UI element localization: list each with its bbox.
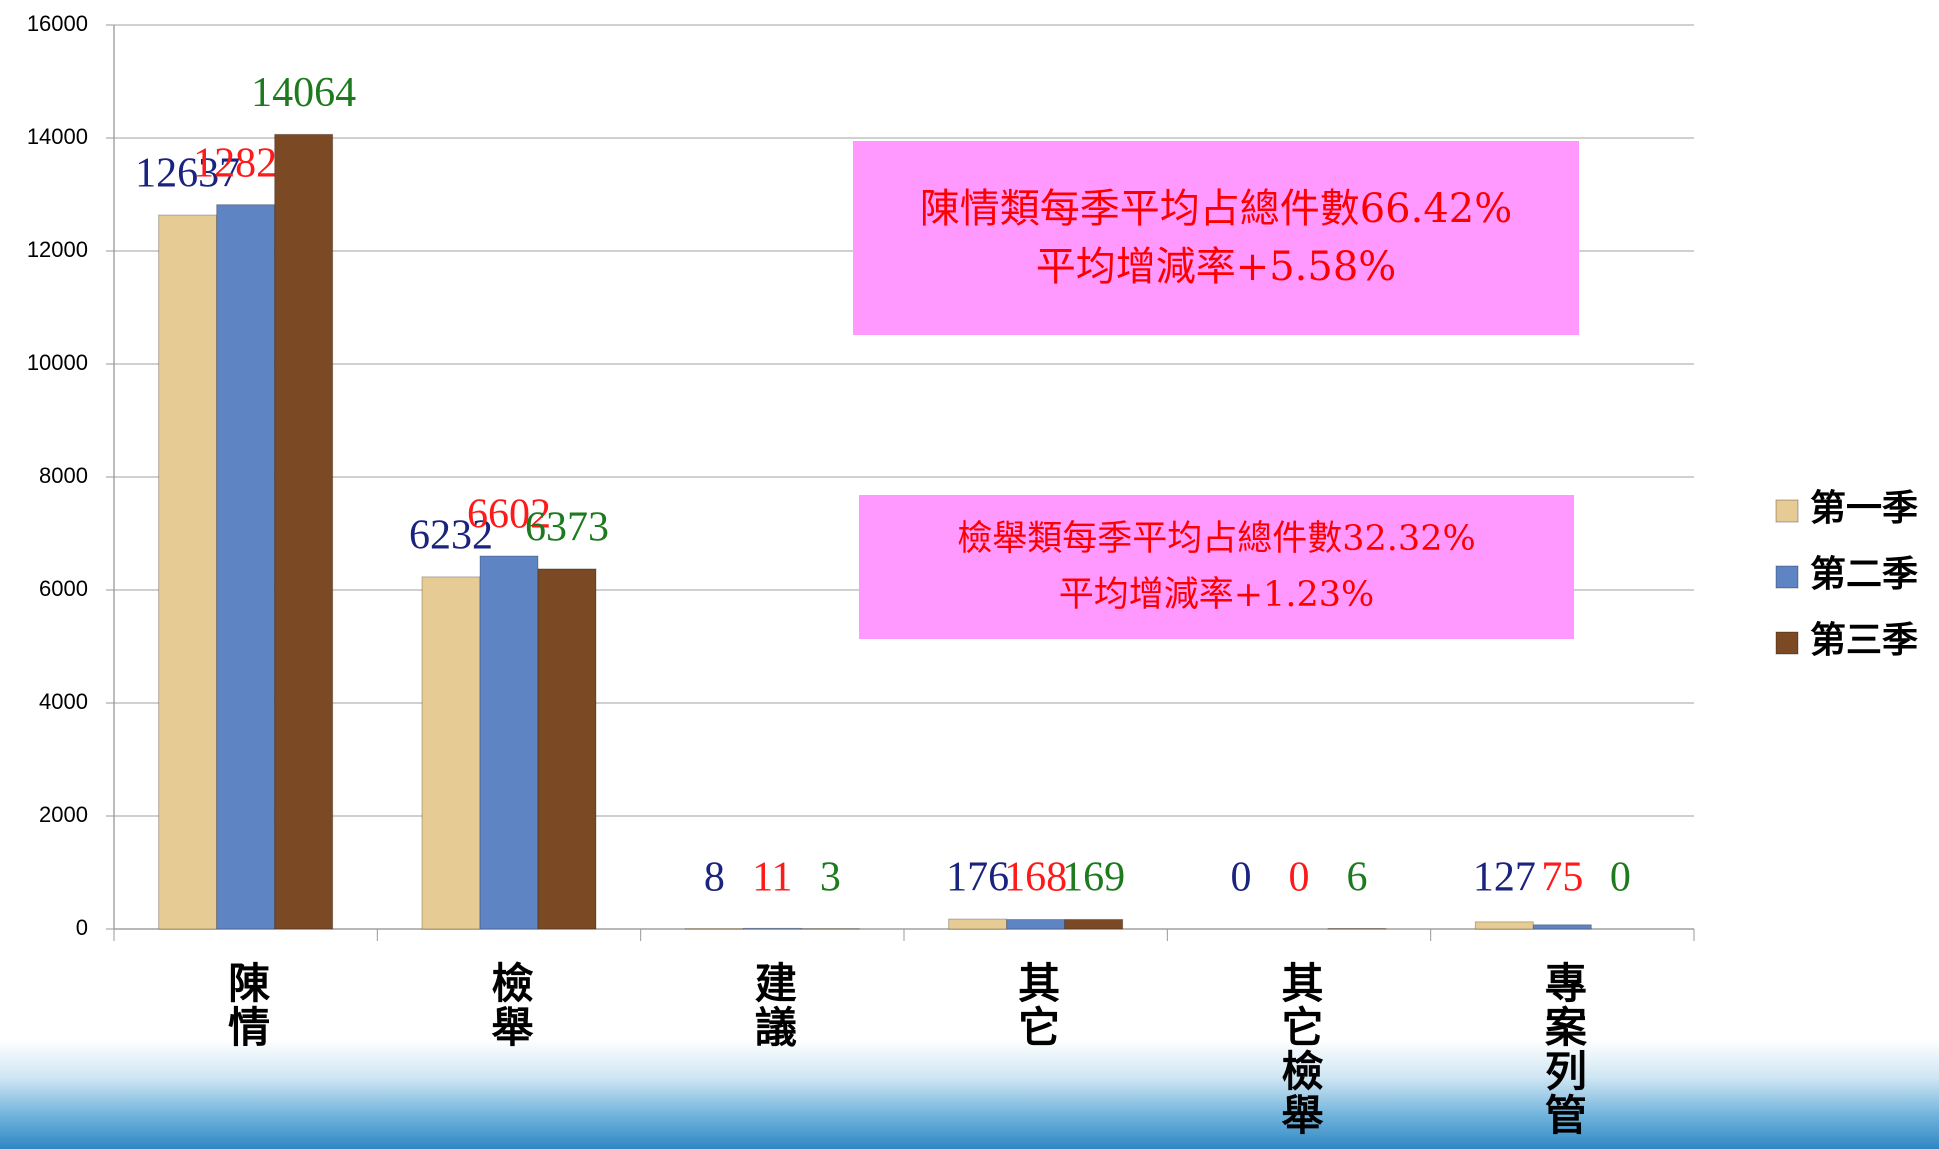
y-tick-label: 6000 (39, 576, 88, 601)
annotation-text: 陳情類每季平均占總件數66.42% (853, 180, 1579, 238)
y-tick-label: 4000 (39, 689, 88, 714)
data-label: 0 (1289, 855, 1310, 901)
legend-label: 第二季 (1810, 553, 1918, 595)
bar (1533, 925, 1591, 929)
legend-swatch (1776, 500, 1798, 522)
annotation-text: 平均增減率+1.23% (859, 567, 1574, 623)
bar (1065, 919, 1123, 929)
data-label: 8 (704, 855, 725, 901)
data-label: 3 (820, 855, 841, 901)
bar (538, 569, 596, 929)
y-tick-label: 10000 (27, 350, 88, 375)
legend-label: 第三季 (1810, 619, 1918, 661)
legend-swatch (1776, 566, 1798, 588)
annotation-box: 陳情類每季平均占總件數66.42%平均增減率+5.58% (853, 141, 1579, 335)
bar (480, 556, 538, 929)
data-label: 11 (752, 855, 792, 901)
annotation-box: 檢舉類每季平均占總件數32.32%平均增減率+1.23% (859, 495, 1574, 639)
data-label: 14064 (251, 70, 356, 116)
data-label: 176 (946, 855, 1009, 901)
x-tick-label: 檢舉 (487, 961, 531, 1049)
bar (1475, 922, 1533, 929)
data-label: 168 (1004, 855, 1067, 901)
bar (743, 928, 801, 929)
data-label: 6 (1347, 855, 1368, 901)
y-tick-label: 2000 (39, 802, 88, 827)
data-label: 6373 (525, 505, 609, 551)
y-tick-label: 0 (76, 915, 88, 940)
x-tick-label: 其它 (1014, 961, 1058, 1049)
page: 0200040006000800010000120001400016000126… (0, 0, 1939, 1149)
legend-swatch (1776, 632, 1798, 654)
bar (159, 215, 217, 929)
y-tick-label: 12000 (27, 237, 88, 262)
bar (275, 134, 333, 929)
bar (217, 205, 275, 929)
data-label: 127 (1473, 855, 1536, 901)
x-tick-label: 建議 (750, 961, 794, 1049)
annotation-text: 檢舉類每季平均占總件數32.32% (859, 511, 1574, 567)
data-label: 169 (1062, 855, 1125, 901)
x-tick-label: 陳情 (224, 961, 268, 1049)
y-tick-label: 8000 (39, 463, 88, 488)
data-label: 0 (1610, 855, 1631, 901)
annotation-text: 平均增減率+5.58% (853, 238, 1579, 296)
legend-label: 第一季 (1810, 487, 1918, 529)
bar (422, 577, 480, 929)
x-tick-label: 專案列管 (1540, 961, 1584, 1137)
data-label: 75 (1541, 855, 1583, 901)
bar (949, 919, 1007, 929)
x-tick-label: 其它檢舉 (1277, 961, 1321, 1137)
bar (1007, 920, 1065, 929)
y-tick-label: 14000 (27, 124, 88, 149)
data-label: 0 (1231, 855, 1252, 901)
y-tick-label: 16000 (27, 11, 88, 36)
